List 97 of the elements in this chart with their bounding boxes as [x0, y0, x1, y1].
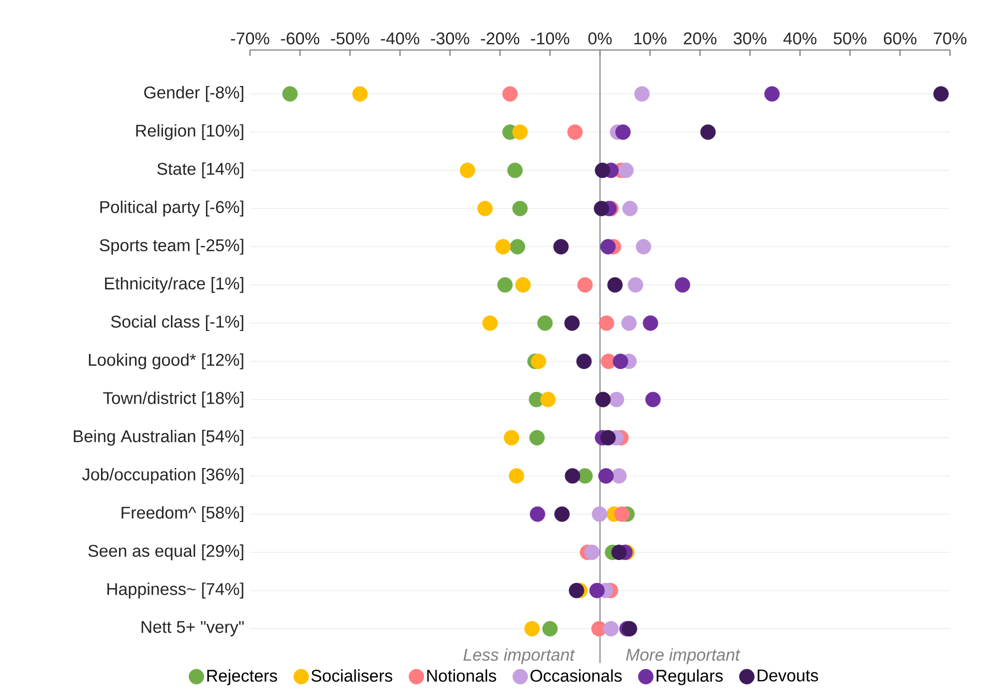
point — [600, 239, 616, 254]
point — [612, 354, 628, 370]
point — [507, 162, 523, 178]
y-tick-label: Sports team [-25%] — [100, 238, 244, 255]
legend-label: Notionals — [427, 669, 496, 682]
y-tick-label: Looking good* [12%] — [88, 353, 244, 370]
point — [764, 86, 780, 102]
point — [576, 354, 592, 370]
point — [537, 315, 553, 331]
x-tick-label: 50% — [834, 32, 866, 44]
point — [508, 468, 524, 484]
y-tick-label: Town/district [18%] — [103, 392, 244, 408]
point — [615, 124, 631, 140]
x-tick-label: -60% — [280, 32, 320, 44]
y-tick-label: Seen as equal [29%] — [88, 544, 244, 560]
x-tick-label: -50% — [330, 32, 370, 44]
y-tick-label: Nett 5+ "very" — [142, 621, 244, 636]
point — [564, 468, 580, 484]
point — [553, 239, 569, 254]
y-tick-label: Religion [10%] — [136, 124, 244, 140]
point — [577, 468, 593, 484]
point — [589, 582, 605, 598]
point — [482, 315, 498, 331]
y-tick-label: Gender [-8%] — [144, 86, 244, 102]
y-tick-label: Happiness~ [74%] — [107, 582, 244, 598]
y-tick-label: Job/occupation [36%] — [82, 468, 244, 484]
point — [933, 86, 949, 102]
point — [524, 621, 540, 636]
point — [645, 392, 661, 408]
point — [512, 124, 528, 140]
point — [542, 621, 558, 636]
point — [636, 239, 652, 254]
point — [603, 621, 619, 636]
point — [577, 277, 593, 293]
point — [460, 162, 476, 178]
point — [642, 315, 658, 331]
point — [608, 392, 624, 408]
x-tick-label: 60% — [884, 32, 916, 44]
x-tick-label: 20% — [684, 32, 716, 44]
x-tick-label: -70% — [230, 32, 270, 44]
y-tick-label: Political party [-6%] — [100, 200, 244, 216]
point — [607, 277, 623, 293]
x-tick-label: 10% — [634, 32, 666, 44]
point — [628, 277, 644, 293]
point — [600, 430, 616, 446]
x-tick-label: 30% — [734, 32, 766, 44]
x-tick-label: -30% — [430, 32, 470, 44]
x-tick-label: -10% — [530, 32, 570, 44]
point — [504, 430, 520, 446]
y-tick-label: Being Australian [54%] — [74, 430, 244, 446]
annotation: Less important — [463, 648, 576, 664]
point — [568, 582, 584, 598]
point — [530, 506, 546, 522]
legend-label: Devouts — [758, 670, 818, 682]
annotation: More important — [626, 648, 740, 664]
point — [594, 162, 610, 178]
point — [614, 506, 630, 522]
x-tick-label: -20% — [480, 32, 520, 44]
x-tick-label: 70% — [934, 32, 966, 44]
point — [510, 239, 526, 254]
point — [554, 506, 570, 522]
point — [634, 86, 650, 102]
point — [592, 506, 608, 522]
point — [530, 354, 546, 370]
x-tick-label: 40% — [783, 32, 816, 44]
point — [502, 86, 518, 102]
y-tick-label: Ethnicity/race [1%] — [105, 277, 244, 293]
point — [564, 315, 580, 331]
point — [529, 430, 545, 446]
point — [594, 200, 610, 216]
point — [497, 277, 513, 293]
point — [611, 468, 627, 484]
point — [598, 315, 614, 331]
x-tick-label: 0% — [588, 32, 612, 44]
point — [515, 277, 531, 293]
point — [618, 162, 634, 178]
point — [567, 124, 583, 140]
point — [622, 200, 638, 216]
legend-label: Regulars — [656, 669, 723, 686]
point — [540, 392, 556, 408]
y-tick-label: State [14%] — [157, 162, 244, 178]
legend-label: Rejecters — [207, 669, 278, 686]
point — [700, 124, 716, 140]
point — [512, 200, 528, 216]
point — [495, 239, 511, 254]
y-tick-label: Freedom^ [58%] — [122, 506, 244, 522]
y-tick-label: Social class [-1%] — [111, 315, 244, 332]
point — [477, 200, 493, 216]
point — [621, 315, 637, 331]
point — [674, 277, 690, 293]
legend-label: Occasionals — [530, 669, 622, 682]
point — [611, 544, 627, 560]
legend-label: Socialisers — [311, 669, 392, 682]
point — [352, 86, 368, 102]
point — [282, 86, 298, 102]
x-tick-label: -40% — [380, 32, 420, 44]
point — [584, 544, 600, 560]
